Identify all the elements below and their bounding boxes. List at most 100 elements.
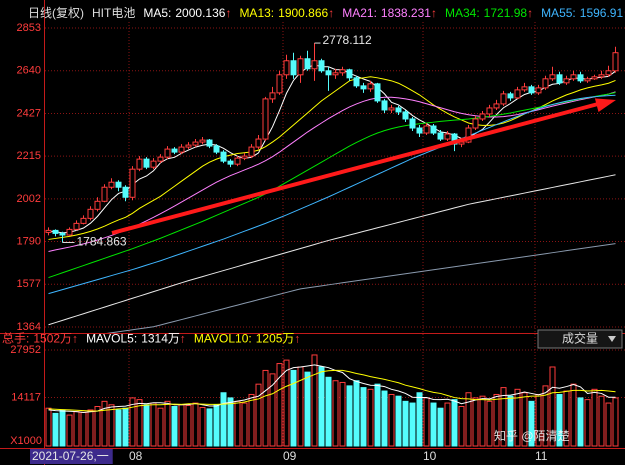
volume-bar [570,383,577,447]
y-tick-label: 1364 [17,321,41,333]
selector-label[interactable]: 成交量 [562,331,598,346]
y-tick-label: 2427 [17,107,41,119]
candle-body [80,217,87,224]
volume-bar [297,366,304,447]
x-tick-label: 11 [535,449,548,463]
candle-body [563,78,570,84]
candle-body [507,93,514,99]
candle-body [584,78,591,82]
volume-bar [542,385,549,447]
volume-bar [45,407,52,447]
volume-bar [122,407,129,447]
legend-separator: : [248,332,251,346]
legend: 日线(复权) HIT电池 MA5: 2000.136↑ MA13: 1900.866↑ MA… [28,6,625,20]
candle-body [535,87,542,94]
candle-body [290,60,297,76]
volume-bar [521,392,528,447]
chart-title: 日线(复权) [28,6,84,20]
y-tick-label: 14117 [11,391,41,403]
volume-bar [423,397,430,447]
indicator-selector[interactable]: 成交量 [537,329,623,349]
volume-legend: 总手: 1502万↑ MAVOL5: 1314万↑ MAVOL10: 1205万↑ [2,332,300,346]
volume-bar [52,412,59,447]
candle-body [598,74,605,78]
candle-body [325,70,332,76]
ma-line [48,91,616,279]
candle-body [437,132,444,140]
volume-bar [283,359,290,447]
volume-bar [528,400,535,447]
candle-body [66,228,73,236]
volume-bar [234,400,241,447]
candle-body [570,74,577,80]
volume-bar [325,376,332,447]
volume-bar [507,395,514,447]
volume-bar [178,404,185,447]
candle-body [115,181,122,188]
volume-bar [87,409,94,447]
volume-bar [311,354,318,447]
volume-bar [150,402,157,447]
candle-body [367,83,374,90]
volume-bar [80,411,87,447]
candle-body [136,158,143,170]
volume-bar [374,383,381,447]
ma-line [48,76,616,240]
legend-name: MA5 [143,6,168,20]
candle-body [52,229,59,234]
volume-title: 总手 [2,332,26,346]
x-tick-label: 08 [129,449,143,463]
ma-line [48,91,616,252]
candles [45,43,619,243]
arrow-shaft [111,102,599,235]
y-tick-label: 27952 [10,344,41,356]
volume-bar [381,390,388,447]
candle-body [101,186,108,202]
legend-arrow: ↑ [328,6,334,20]
volume-bar [241,402,248,447]
candle-body [395,107,402,113]
legend-separator: : [374,6,377,20]
dropdown-icon[interactable] [608,336,616,342]
ma-line [48,364,616,413]
legend-name: MA34 [445,6,477,20]
volume-bar [199,407,206,447]
volume-bar [549,366,556,447]
chart-subtitle: HIT电池 [92,6,135,20]
legend-name: MAVOL5 [86,332,134,346]
volume-bar [276,363,283,447]
candle-body [339,69,346,74]
candle-body [472,118,479,129]
volume-bar [59,409,66,447]
legend-arrow: ↑ [623,6,625,20]
volume-bar [318,366,325,447]
volume-bar [612,397,619,447]
candle-body [108,181,115,188]
cursor-date-label: 2021-07-26,一 [32,449,109,463]
candle-body [486,107,493,115]
candle-body [605,70,612,76]
candle-body [262,98,269,140]
volume-bar [500,387,507,447]
volume-bar [192,402,199,447]
candle-body [73,222,80,230]
volume-bar [437,407,444,447]
candle-body [311,60,318,70]
cursor-date-box [30,449,113,464]
x-tick-label: 10 [423,449,437,463]
candle-body [129,168,136,198]
candle-body [360,85,367,90]
selector-box[interactable] [537,329,623,349]
volume-bar [129,397,136,447]
candle-body [143,158,150,168]
candle-body [269,92,276,100]
candle-body [388,107,395,111]
legend-value: 1596.91 [580,6,624,20]
volume-lines [48,364,616,413]
ma-line [106,243,616,333]
candle-body [241,155,248,159]
candle-body [577,74,584,82]
volume-bars [45,354,619,447]
volume-bar [171,405,178,447]
